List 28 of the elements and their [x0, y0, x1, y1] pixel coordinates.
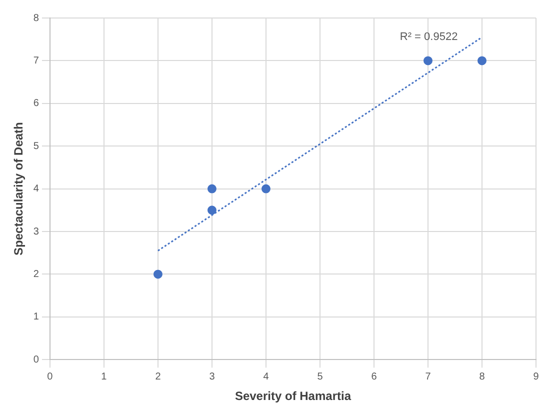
x-tick-label: 1: [101, 371, 108, 382]
point: [261, 184, 270, 194]
point: [153, 270, 162, 279]
y-tick-label: 0: [33, 354, 40, 366]
y-tick-label: 8: [33, 12, 40, 24]
point: [207, 184, 216, 194]
x-tick-label: 8: [479, 371, 486, 382]
y-tick-label: 3: [33, 226, 40, 238]
point: [207, 206, 216, 215]
y-tick-label: 7: [33, 55, 40, 66]
annotation: R² = 0.9522: [400, 31, 458, 43]
x-tick-label: 4: [263, 371, 270, 382]
y-tick-label: 6: [33, 98, 40, 110]
y-tick-label: 2: [33, 268, 40, 280]
x-tick-label: 5: [317, 371, 324, 382]
y-tick-label: 5: [33, 140, 40, 152]
y-tick-label: 1: [33, 312, 40, 323]
x-tick-label: 7: [425, 371, 432, 382]
y-tick-label: 4: [33, 184, 40, 195]
x-tick-label: 6: [371, 371, 378, 382]
x-axis-title: Severity of Hamartia: [234, 389, 352, 404]
x-tick-label: 2: [155, 371, 162, 382]
x-tick-label: 3: [209, 371, 216, 382]
point: [423, 56, 432, 66]
point: [477, 56, 486, 66]
x-tick-label: 9: [533, 371, 540, 382]
x-tick-label: 0: [47, 371, 54, 382]
y-axis-title: Spectacularity of Death: [12, 122, 26, 256]
